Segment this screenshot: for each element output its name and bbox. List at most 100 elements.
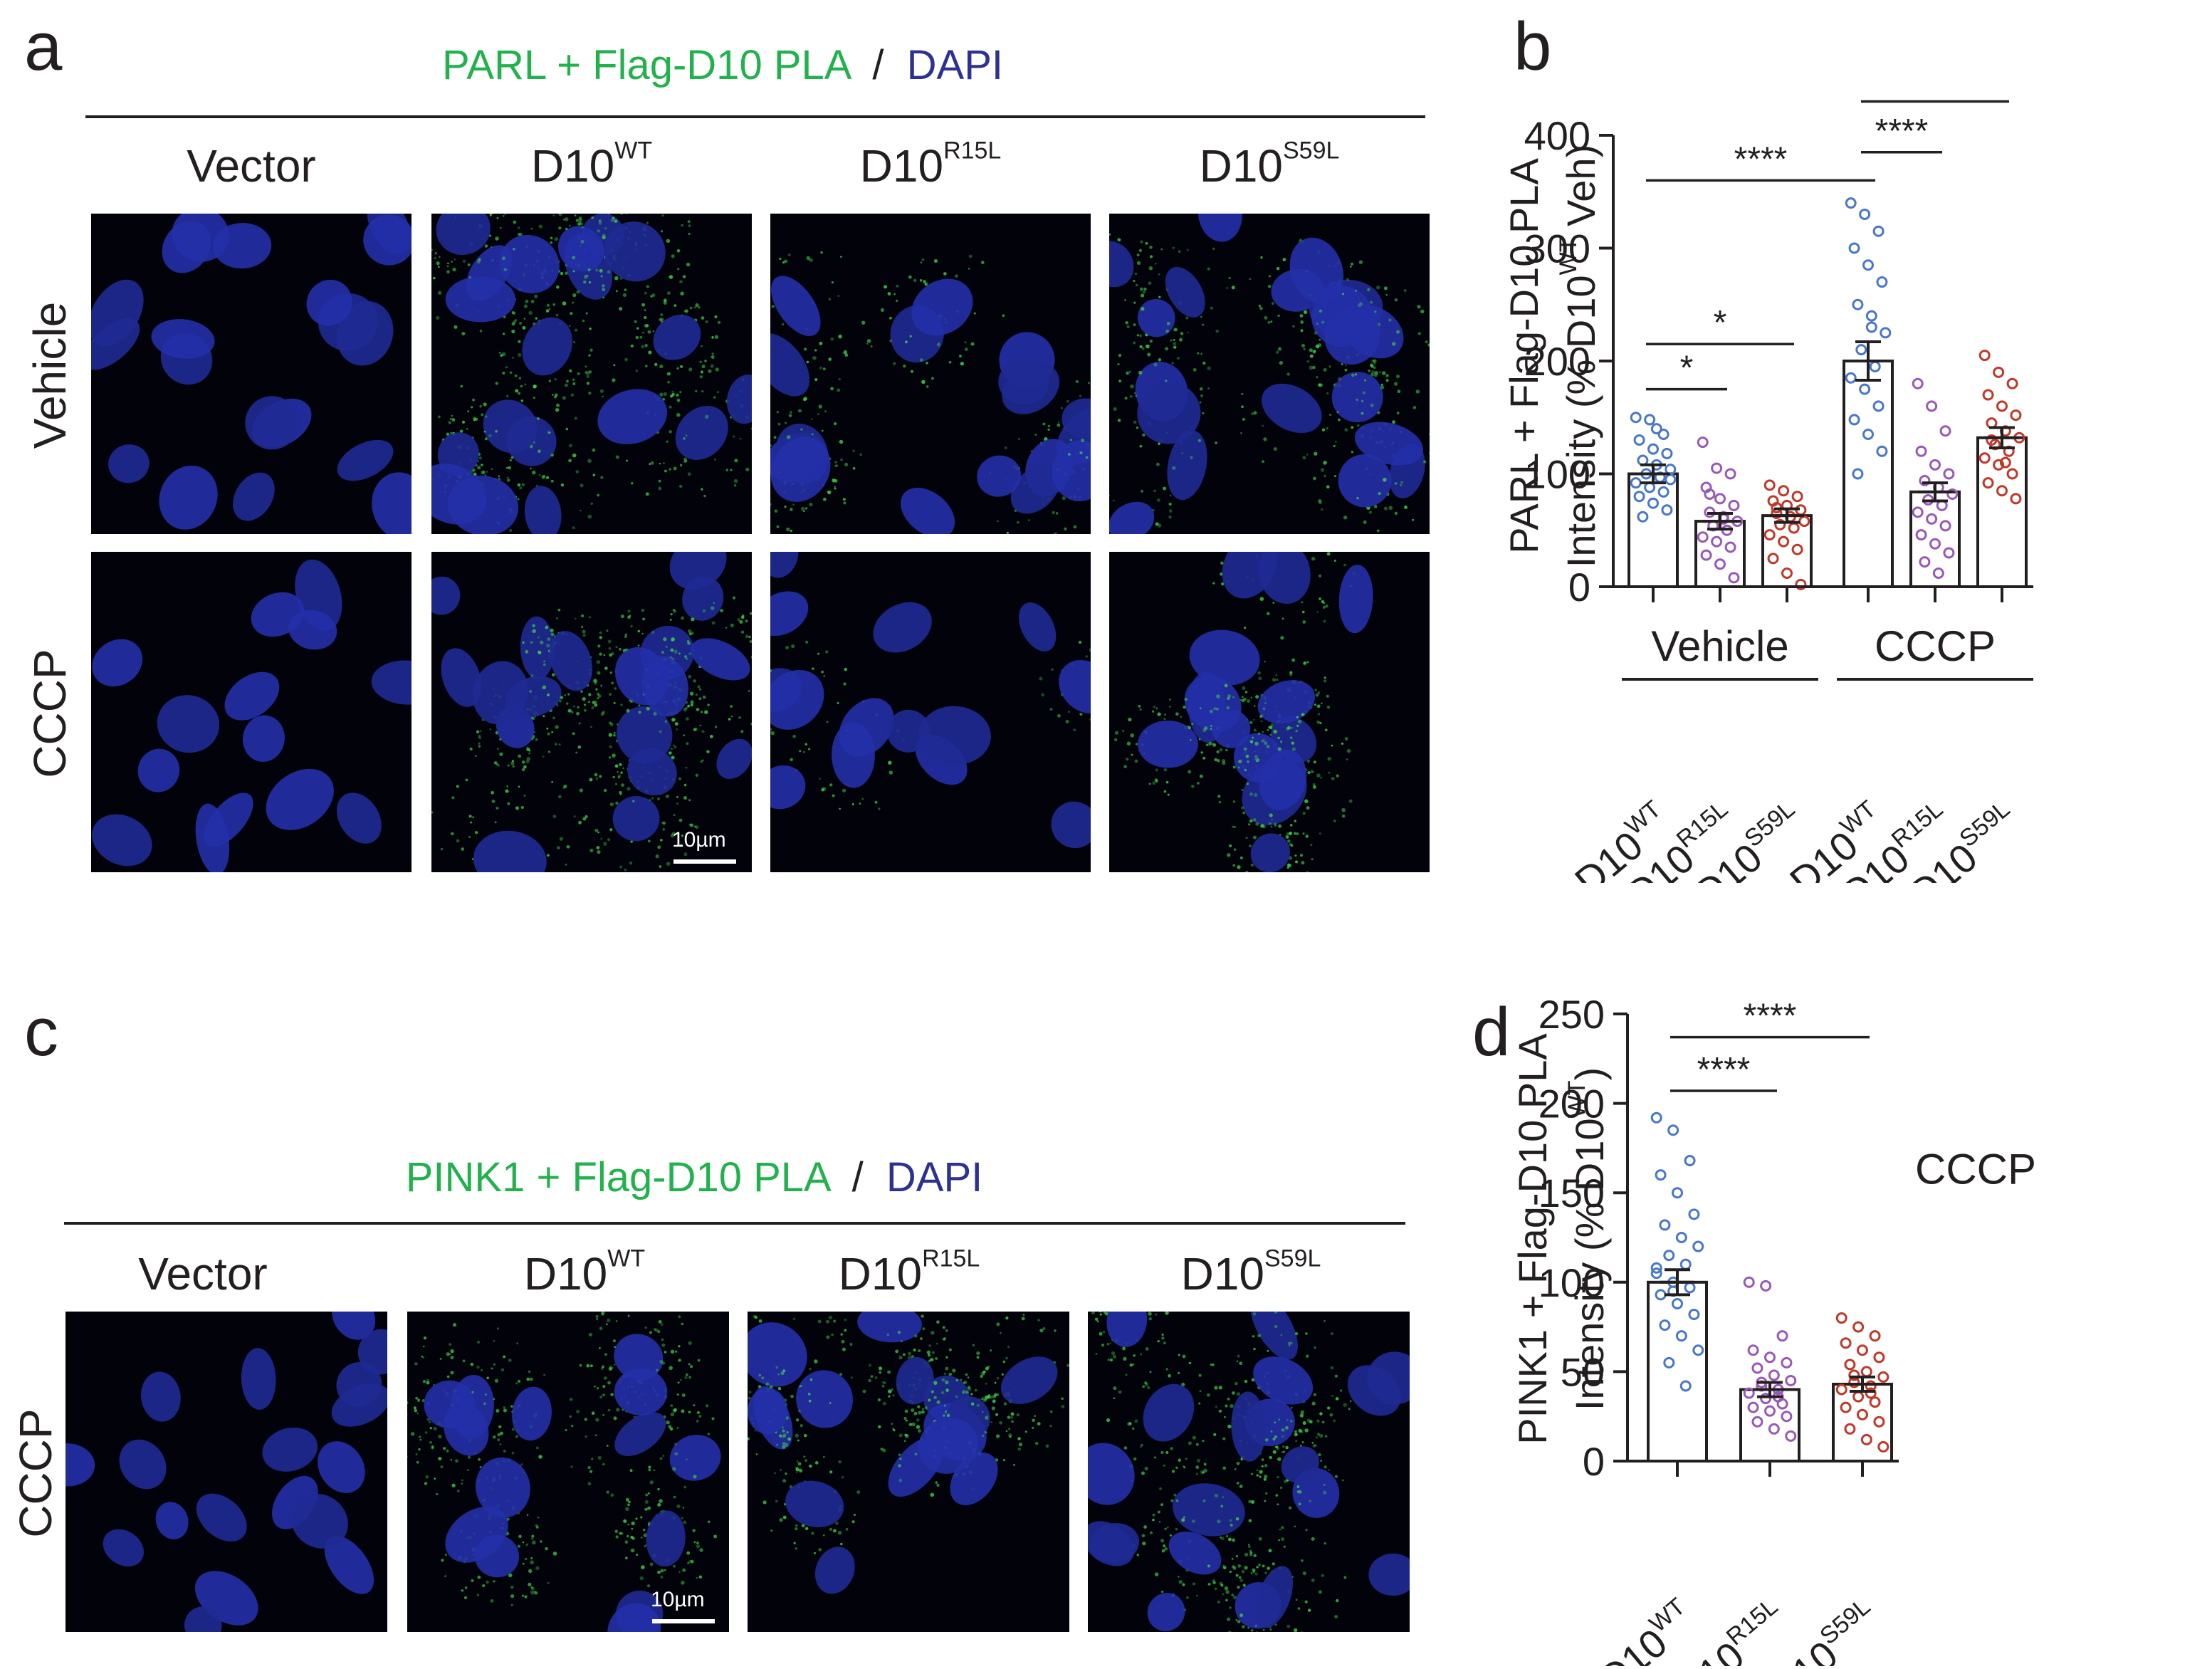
data-point	[2006, 377, 2018, 389]
data-point	[1865, 1387, 1877, 1399]
data-point	[1939, 520, 1951, 532]
data-point	[1926, 400, 1938, 412]
data-point	[2010, 493, 2022, 505]
data-point	[1869, 1396, 1881, 1408]
data-point	[1661, 504, 1673, 516]
data-point	[1848, 1369, 1860, 1381]
x-category-label: D10S59L	[1758, 1593, 1889, 1666]
data-point	[1711, 535, 1723, 548]
data-point	[1865, 310, 1877, 322]
col-label-sup: R15L	[922, 1245, 980, 1272]
panel-c-letter: c	[24, 994, 58, 1070]
data-point	[1848, 242, 1860, 254]
data-point	[1778, 535, 1790, 548]
data-point	[1724, 541, 1736, 553]
data-point	[1943, 547, 1955, 559]
col-label-sup: WT	[607, 1245, 646, 1272]
data-point	[1880, 327, 1892, 339]
data-point	[1996, 485, 2008, 497]
y-axis-label-line1: PARL + Flag-D10 PLA	[1501, 158, 1546, 554]
x-category-label: D10R15L	[1665, 1593, 1797, 1666]
data-point	[1999, 456, 2011, 469]
significance-stars: ****	[1875, 113, 1929, 150]
data-point	[1704, 488, 1716, 501]
data-point	[1697, 436, 1709, 449]
bar	[1627, 472, 1679, 588]
panel-c-col-label: D10S59L	[1091, 1247, 1411, 1300]
data-point	[1785, 1430, 1797, 1442]
group-label: Vehicle	[1651, 622, 1788, 670]
micrograph-image	[1109, 214, 1430, 534]
data-point	[1859, 208, 1871, 220]
data-point	[1781, 567, 1793, 579]
panel-a-col-label: D10S59L	[1109, 139, 1430, 192]
data-point	[1688, 1309, 1700, 1321]
data-point	[1857, 1344, 1868, 1356]
data-point	[1855, 344, 1867, 356]
panel-a-row-label-vehicle: Vehicle	[24, 301, 75, 449]
micrograph-image	[1109, 552, 1430, 872]
data-point	[1747, 1401, 1759, 1413]
data-point	[1633, 434, 1645, 446]
col-label-base: D10	[530, 140, 615, 192]
data-point	[1667, 1124, 1679, 1136]
data-point	[1714, 493, 1726, 505]
data-point	[1659, 1319, 1671, 1331]
data-point	[1791, 543, 1803, 555]
data-point	[1844, 1359, 1856, 1371]
data-point	[1844, 1423, 1856, 1435]
data-point	[1857, 1408, 1868, 1421]
micrograph-image	[431, 552, 752, 872]
data-point	[1728, 572, 1740, 584]
panel-c-title-sep: /	[851, 1154, 864, 1200]
data-point	[1764, 1405, 1776, 1417]
y-tick-label: 50	[1561, 1349, 1605, 1394]
y-tick-label: 250	[1539, 992, 1605, 1037]
micrograph	[1109, 552, 1430, 872]
data-point	[1672, 1187, 1683, 1199]
data-point	[1650, 1267, 1662, 1280]
data-point	[1714, 558, 1726, 570]
data-point	[1996, 400, 2008, 412]
data-point	[1776, 1330, 1788, 1342]
data-point	[1767, 553, 1779, 565]
panel-a-title: PARL + Flag-D10 PLA / DAPI	[0, 41, 1445, 89]
data-point	[1697, 531, 1709, 543]
data-point	[1835, 1312, 1847, 1324]
micrograph	[1088, 1312, 1410, 1632]
data-point	[1845, 197, 1857, 209]
data-point	[1700, 549, 1712, 561]
data-point	[1650, 1262, 1662, 1274]
panel-c-title: PINK1 + Flag-D10 PLA / DAPI	[0, 1153, 1388, 1201]
data-point	[1982, 389, 1994, 401]
data-point	[1657, 486, 1670, 498]
scale-bar-label: 10µm	[651, 1588, 705, 1611]
data-point	[1862, 429, 1874, 441]
panel-a-col-label: D10WT	[431, 139, 752, 192]
data-point	[1728, 499, 1740, 511]
data-point	[1876, 276, 1888, 288]
micrograph-image	[770, 552, 1091, 872]
bar	[1694, 520, 1746, 589]
data-point	[1852, 468, 1864, 480]
panel-a-col-label: Vector	[91, 140, 412, 192]
data-point	[1929, 538, 1941, 550]
micrograph-image	[91, 214, 412, 534]
col-label-base: D10	[1180, 1248, 1264, 1299]
micrograph	[431, 214, 752, 534]
data-point	[1647, 443, 1659, 455]
data-point	[1747, 1344, 1759, 1356]
data-point	[1869, 1330, 1881, 1342]
data-point	[1978, 350, 1991, 362]
micrograph-image	[748, 1312, 1069, 1632]
data-point	[1795, 578, 1807, 590]
col-label-base: Vector	[187, 140, 316, 192]
data-point	[1679, 1380, 1692, 1392]
y-tick-label: 400	[1524, 113, 1590, 158]
panel-a-title-dapi: DAPI	[906, 42, 1003, 88]
y-tick-label: 100	[1524, 452, 1590, 497]
panel-a-letter: a	[24, 9, 63, 85]
data-point	[1872, 400, 1885, 412]
x-category-label: D10WT	[1588, 1593, 1704, 1666]
